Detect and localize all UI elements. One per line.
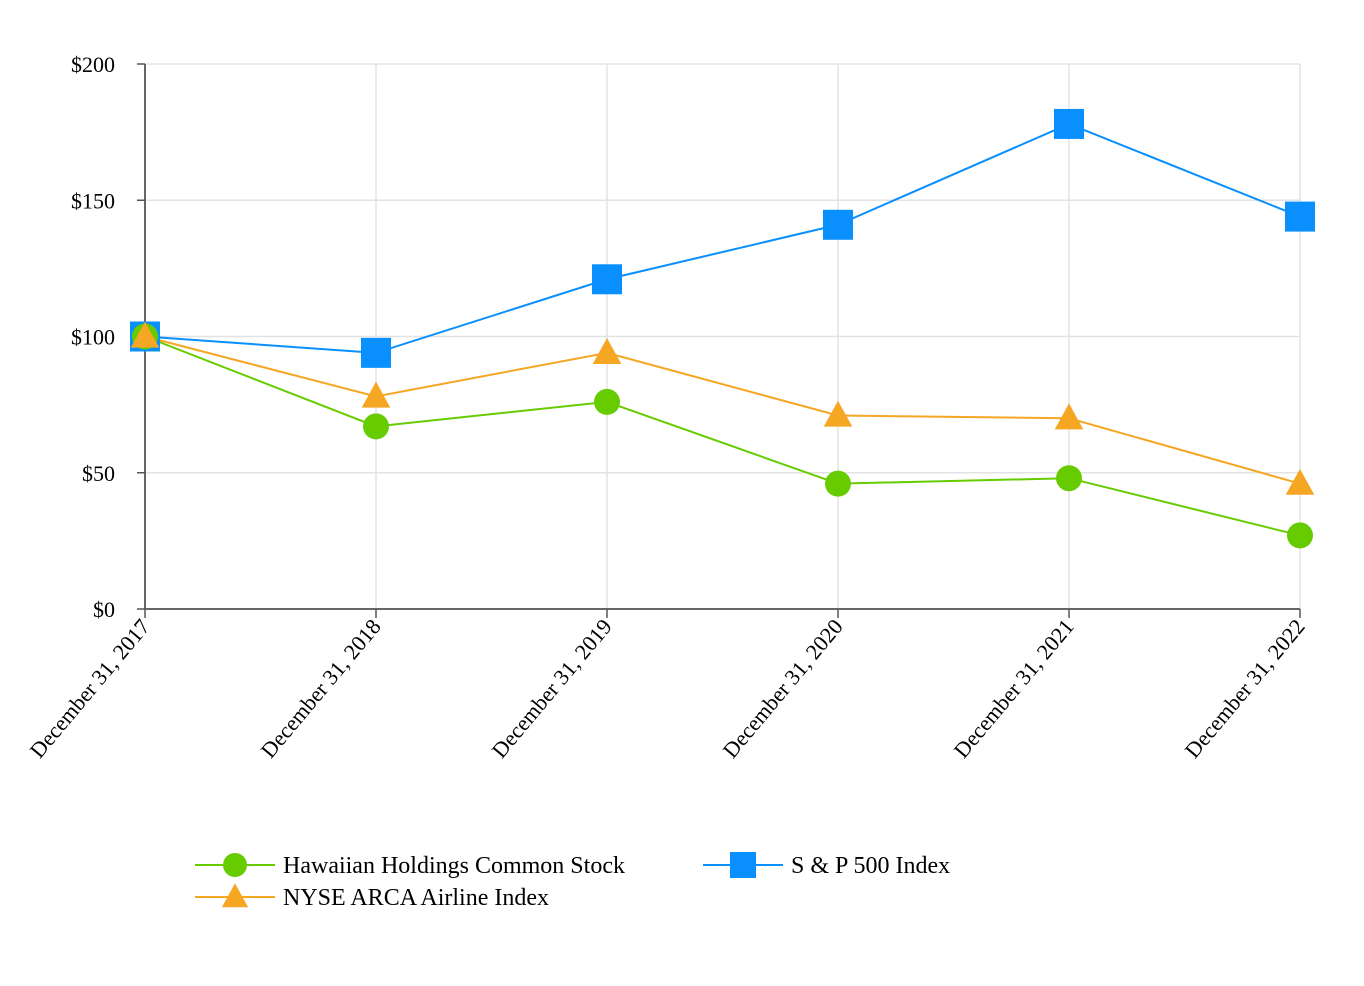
legend-item-nyse-arca-airline-index: NYSE ARCA Airline Index [195, 883, 549, 911]
y-tick-label: $100 [71, 325, 115, 350]
x-axis-ticks: December 31, 2017 December 31, 2018 Decemb… [25, 609, 1310, 763]
y-axis-ticks: $0 $50 $100 $150 $200 [71, 52, 145, 622]
legend-marker-triangle-icon [221, 883, 249, 908]
data-point-nyse-arca-airline-index [130, 321, 160, 348]
data-point-s-p-500-index [361, 337, 391, 368]
data-point-nyse-arca-airline-index [361, 381, 391, 408]
legend-label: NYSE ARCA Airline Index [283, 885, 549, 911]
series-line-s-p-500-index [144, 122, 1301, 354]
x-tick-label: December 31, 2022 [1180, 614, 1310, 763]
x-tick-label: December 31, 2020 [718, 614, 848, 763]
data-point-nyse-arca-airline-index [823, 400, 853, 427]
legend-item-s-p-500-index: S & P 500 Index [703, 852, 950, 879]
legend: Hawaiian Holdings Common Stock S & P 500 … [195, 852, 950, 911]
series-lines [144, 122, 1301, 537]
data-point-hawaiian-holdings-common-stock [1056, 465, 1082, 492]
x-tick-label: December 31, 2019 [487, 614, 617, 763]
data-point-hawaiian-holdings-common-stock [594, 388, 620, 415]
series-group [130, 108, 1315, 549]
data-point-nyse-arca-airline-index [592, 338, 622, 364]
series-markers [130, 108, 1315, 549]
data-point-nyse-arca-airline-index [1054, 403, 1084, 430]
y-tick-label: $200 [71, 52, 115, 77]
legend-item-hawaiian-holdings-common-stock: Hawaiian Holdings Common Stock [195, 853, 625, 879]
data-point-hawaiian-holdings-common-stock [363, 413, 389, 440]
series-line-hawaiian-holdings-common-stock [144, 335, 1301, 537]
data-point-hawaiian-holdings-common-stock [825, 470, 851, 497]
legend-label: S & P 500 Index [791, 853, 950, 879]
y-tick-label: $50 [82, 461, 115, 486]
data-point-s-p-500-index [1285, 201, 1315, 232]
data-point-hawaiian-holdings-common-stock [1287, 522, 1313, 549]
legend-label: Hawaiian Holdings Common Stock [283, 853, 625, 879]
data-point-s-p-500-index [1054, 108, 1084, 139]
legend-marker-square-icon [730, 852, 756, 878]
data-point-s-p-500-index [592, 264, 622, 295]
x-tick-label: December 31, 2021 [949, 614, 1079, 763]
legend-marker-circle-icon [223, 853, 247, 877]
y-tick-label: $150 [71, 188, 115, 213]
grid-lines [145, 63, 1301, 609]
data-point-nyse-arca-airline-index [1285, 468, 1315, 495]
data-point-s-p-500-index [823, 209, 853, 240]
series-line-nyse-arca-airline-index [144, 335, 1301, 485]
x-tick-label: December 31, 2018 [256, 614, 386, 763]
y-tick-label: $0 [93, 597, 115, 622]
x-tick-label: December 31, 2017 [25, 614, 155, 763]
